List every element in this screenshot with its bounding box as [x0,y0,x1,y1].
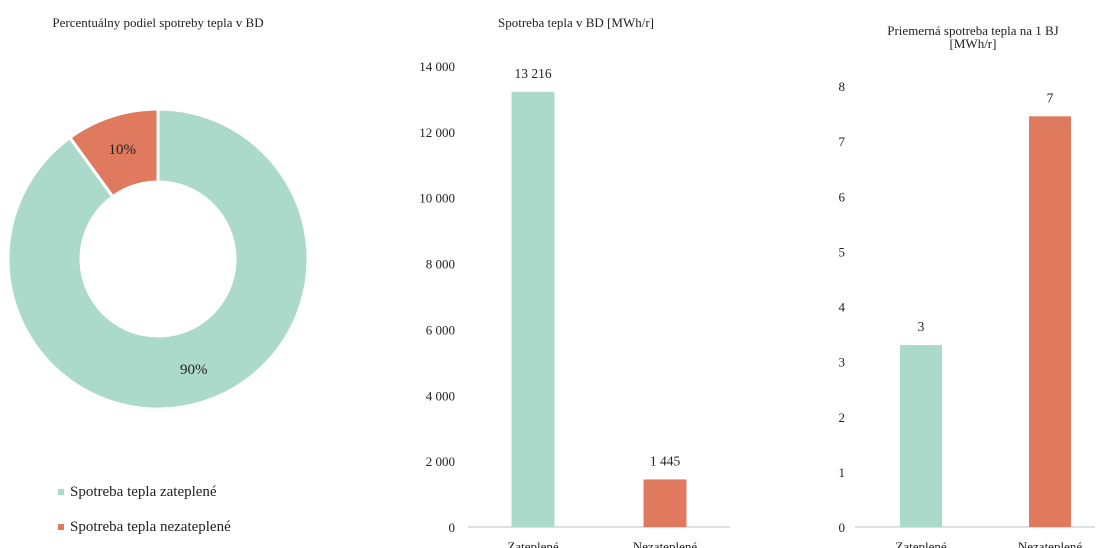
donut-slice-label: 10% [109,142,137,158]
bar-insulated [900,345,942,527]
bar-chart-total-title: Spotreba tepla v BD [MWh/r] [498,15,654,30]
legend-marker [58,489,64,495]
legend-marker [58,524,64,530]
bar-uninsulated [643,479,687,527]
bar-data-label: 3 [918,319,925,334]
donut-chart: Percentuálny podiel spotreby tepla v BD … [6,15,310,535]
y-tick-label: 5 [839,244,846,259]
y-tick-label: 1 [839,465,846,480]
bar-chart-total-labels: 13 216 1 445 [514,66,680,469]
y-tick-label: 4 [839,300,846,315]
y-tick-label: 0 [449,520,456,535]
x-category-label: Nezateplené [1018,539,1082,548]
bar-chart-average-title-line-2: [MWh/r] [950,36,997,51]
bar-chart-average: Priemerná spotreba tepla na 1 BJ [MWh/r]… [839,23,1095,548]
y-tick-label: 7 [839,134,846,149]
y-tick-label: 6 000 [426,322,455,337]
bar-chart-average-bars [900,116,1071,527]
x-category-label: Nezateplené [633,539,697,548]
y-tick-label: 8 [839,79,846,94]
y-tick-label: 14 000 [419,59,455,74]
y-tick-label: 8 000 [426,257,455,272]
bar-data-label: 7 [1047,90,1054,105]
legend-label: Spotreba tepla nezateplené [70,519,231,535]
y-tick-label: 4 000 [426,388,455,403]
y-tick-label: 0 [839,520,846,535]
bar-chart-total: Spotreba tepla v BD [MWh/r] 0 2 000 4 000 6… [419,15,730,548]
y-tick-label: 6 [839,189,846,204]
bar-data-label: 1 445 [650,453,681,468]
donut-slice-label: 90% [180,362,208,378]
bar-insulated [511,91,555,527]
y-tick-label: 3 [839,355,846,370]
x-category-label: Zateplené [507,539,558,548]
donut-labels: 10% 90% [109,142,208,378]
bar-chart-total-bars [511,91,687,527]
donut-slice-insulated [6,107,310,411]
bar-chart-average-labels: 37 [918,90,1054,334]
x-category-label: Zateplené [895,539,946,548]
donut-legend: Spotreba tepla zateplené Spotreba tepla n… [58,484,231,535]
y-tick-label: 12 000 [419,125,455,140]
bar-uninsulated [1029,116,1071,527]
y-tick-label: 10 000 [419,191,455,206]
legend-label: Spotreba tepla zateplené [70,484,217,500]
y-tick-label: 2 [839,410,846,425]
bar-chart-total-axis: 0 2 000 4 000 6 000 8 000 10 000 12 000 14 000 Z… [419,59,730,548]
bar-chart-average-title-line-1: Priemerná spotreba tepla na 1 BJ [887,23,1058,38]
donut-chart-title: Percentuálny podiel spotreby tepla v BD [52,15,263,30]
y-tick-label: 2 000 [426,454,455,469]
donut-slices [6,107,310,411]
bar-data-label: 13 216 [514,66,551,81]
